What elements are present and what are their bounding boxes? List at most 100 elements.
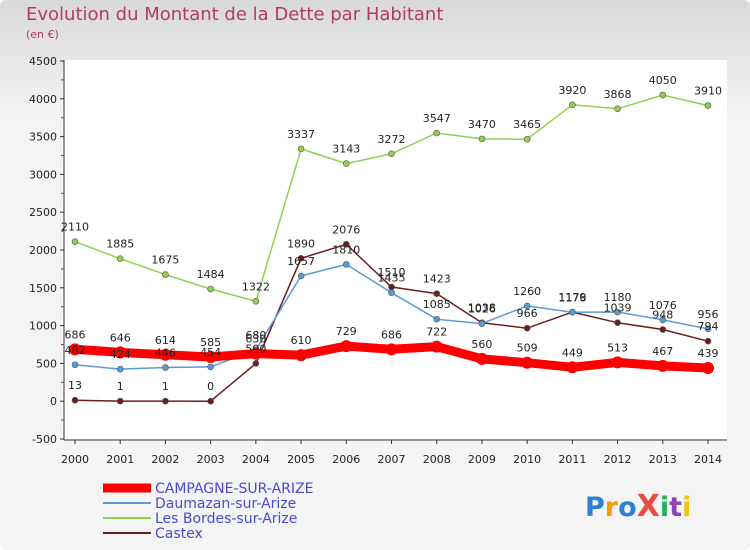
- data-label: 439: [698, 347, 719, 360]
- data-label: 513: [607, 341, 628, 354]
- data-point-daumazan-sur-arize: [569, 308, 576, 316]
- data-label: 1885: [106, 238, 134, 251]
- data-label: 1179: [558, 291, 586, 304]
- y-tick-label: 4500: [29, 55, 57, 68]
- data-label: 1076: [649, 299, 677, 312]
- data-point-daumazan-sur-arize: [523, 302, 531, 310]
- data-label: 13: [68, 379, 82, 392]
- y-tick-label: 4000: [29, 93, 57, 106]
- data-point-daumazan-sur-arize: [116, 365, 124, 373]
- x-tick-label: 2007: [378, 453, 406, 466]
- data-label: 3470: [468, 118, 496, 131]
- data-label: 1435: [378, 272, 406, 285]
- y-tick-label: 2500: [29, 206, 57, 219]
- data-point-campagne-sur-arize: [475, 352, 488, 365]
- y-tick-label: -500: [32, 433, 57, 446]
- data-label: 686: [65, 328, 86, 341]
- data-label: 1038: [468, 302, 496, 315]
- data-point-les-bordes-sur-arize: [659, 91, 667, 99]
- data-point-castex: [388, 283, 395, 291]
- data-point-les-bordes-sur-arize: [71, 238, 79, 245]
- data-label: 1: [162, 380, 169, 393]
- y-unit-label: (en €): [26, 28, 59, 41]
- data-label: 585: [200, 336, 221, 349]
- data-label: 1510: [378, 266, 406, 279]
- data-point-les-bordes-sur-arize: [569, 101, 576, 109]
- plot-area: [64, 60, 727, 439]
- data-point-campagne-sur-arize: [566, 361, 579, 374]
- data-point-les-bordes-sur-arize: [252, 297, 260, 305]
- data-point-les-bordes-sur-arize: [614, 105, 621, 113]
- legend-label-campagne-sur-arize: CAMPAGNE-SUR-ARIZE: [155, 481, 313, 497]
- data-point-daumazan-sur-arize: [388, 289, 395, 297]
- data-point-campagne-sur-arize: [69, 343, 81, 356]
- data-label: 610: [291, 334, 312, 347]
- data-point-les-bordes-sur-arize: [342, 160, 350, 167]
- data-point-les-bordes-sur-arize: [162, 271, 169, 278]
- data-point-daumazan-sur-arize: [433, 315, 441, 323]
- data-point-campagne-sur-arize: [611, 356, 624, 369]
- legend-label-castex: Castex: [155, 526, 203, 542]
- data-label: 3337: [287, 128, 315, 141]
- data-label: 500: [245, 342, 266, 355]
- data-point-les-bordes-sur-arize: [523, 135, 531, 143]
- data-label: 1180: [604, 291, 632, 304]
- data-point-les-bordes-sur-arize: [207, 285, 214, 293]
- y-tick-label: 3500: [29, 131, 57, 144]
- data-point-les-bordes-sur-arize: [704, 102, 712, 109]
- chart-title: Evolution du Montant de la Dette par Hab…: [26, 4, 444, 25]
- x-tick-label: 2014: [694, 453, 722, 466]
- data-point-castex: [116, 397, 124, 405]
- data-label: 467: [652, 345, 673, 358]
- data-label: 3547: [423, 112, 451, 125]
- data-point-campagne-sur-arize: [656, 359, 669, 372]
- data-point-daumazan-sur-arize: [659, 316, 667, 324]
- x-tick-label: 2003: [197, 453, 225, 466]
- data-point-daumazan-sur-arize: [71, 361, 79, 369]
- data-point-les-bordes-sur-arize: [388, 150, 395, 158]
- data-label: 3868: [604, 88, 632, 101]
- data-label: 2076: [332, 223, 360, 236]
- data-label: 729: [336, 325, 357, 338]
- data-label: 449: [562, 346, 583, 359]
- data-label: 1810: [332, 243, 360, 256]
- data-label: 4050: [649, 74, 677, 87]
- data-label: 722: [426, 326, 447, 339]
- data-label: 509: [517, 342, 538, 355]
- data-label: 1890: [287, 237, 315, 250]
- data-point-daumazan-sur-arize: [478, 320, 486, 327]
- data-point-castex: [207, 397, 214, 405]
- data-point-castex: [433, 290, 441, 297]
- y-tick-label: 500: [36, 357, 57, 370]
- data-label: 424: [110, 348, 131, 361]
- x-tick-label: 2004: [242, 453, 270, 466]
- data-label: 1039: [604, 302, 632, 315]
- data-label: 3920: [558, 84, 586, 97]
- data-point-campagne-sur-arize: [114, 346, 127, 359]
- axes: -500050010001500200025003000350040004500…: [29, 55, 727, 466]
- data-label: 948: [652, 309, 673, 322]
- data-label: 0: [207, 380, 214, 393]
- x-tick-label: 2002: [151, 453, 179, 466]
- data-label: 1657: [287, 255, 315, 268]
- data-point-campagne-sur-arize: [385, 343, 398, 356]
- data-point-les-bordes-sur-arize: [433, 129, 441, 137]
- data-label: 560: [471, 338, 492, 351]
- data-label: 3465: [513, 118, 541, 131]
- data-point-castex: [342, 240, 350, 248]
- data-label: 2110: [61, 221, 89, 234]
- legend: CAMPAGNE-SUR-ARIZEDaumazan-sur-ArizeLes …: [103, 481, 313, 542]
- data-point-daumazan-sur-arize: [342, 261, 350, 268]
- data-point-daumazan-sur-arize: [207, 363, 214, 371]
- data-label: 630: [245, 333, 266, 346]
- data-point-daumazan-sur-arize: [162, 364, 169, 371]
- data-label: 1423: [423, 273, 451, 286]
- data-point-castex: [704, 337, 712, 345]
- data-point-campagne-sur-arize: [521, 356, 534, 369]
- legend-label-daumazan-sur-arize: Daumazan-sur-Arize: [155, 496, 296, 512]
- data-point-daumazan-sur-arize: [297, 272, 305, 280]
- y-tick-label: 0: [50, 395, 57, 408]
- data-label: 1026: [468, 303, 496, 316]
